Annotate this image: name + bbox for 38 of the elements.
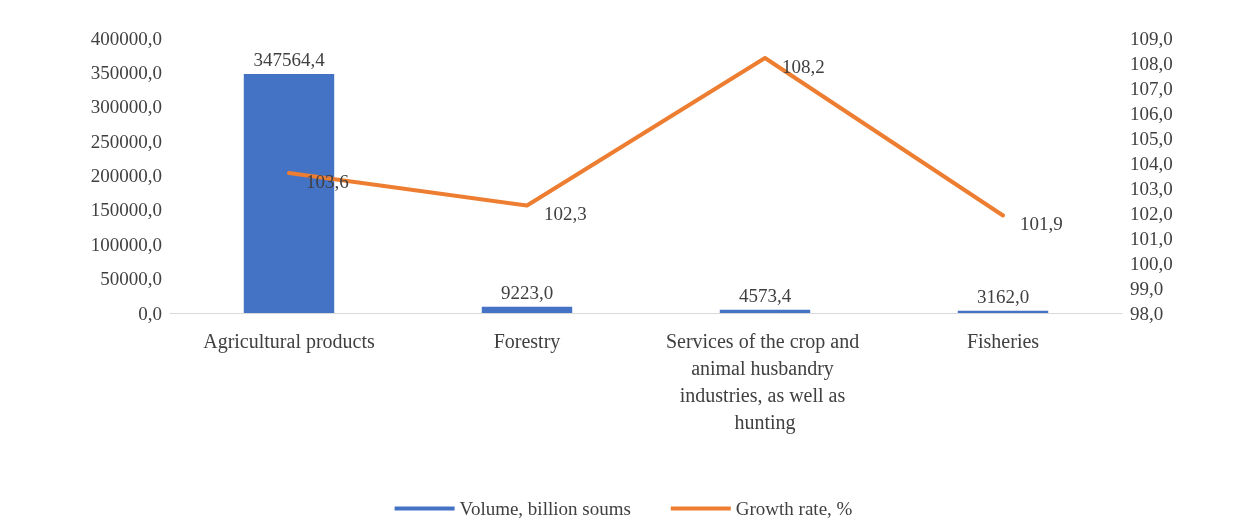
y-tick-label: 50000,0 xyxy=(100,268,162,290)
legend-label: Volume, billion soums xyxy=(459,498,631,519)
x-tick-label: Forestry xyxy=(493,329,561,353)
y2-tick-label: 109,0 xyxy=(1130,27,1173,49)
y-tick-label: 0,0 xyxy=(138,302,162,324)
data-label: 9223,0 xyxy=(500,281,554,303)
y2-tick-label: 99,0 xyxy=(1130,277,1164,299)
data-label: 103,6 xyxy=(306,170,349,192)
y-tick-label: 400000,0 xyxy=(90,27,162,49)
y2-tick-label: 101,0 xyxy=(1130,227,1173,249)
y-tick-label: 100000,0 xyxy=(90,233,162,255)
data-label: 108,2 xyxy=(782,55,825,77)
y2-tick-label: 103,0 xyxy=(1130,177,1173,199)
y2-tick-label: 106,0 xyxy=(1130,102,1173,124)
data-label: 347564,4 xyxy=(253,49,326,71)
y-tick-label: 150000,0 xyxy=(90,199,162,221)
data-label: 102,3 xyxy=(544,203,587,224)
x-tick-label: Fisheries xyxy=(966,329,1040,352)
x-tick-label: Agricultural products xyxy=(203,329,376,353)
y2-tick-label: 98,0 xyxy=(1130,302,1164,324)
legend-label: Growth rate, % xyxy=(735,498,853,519)
y-tick-label: 350000,0 xyxy=(90,61,162,83)
y-tick-label: 300000,0 xyxy=(90,96,162,118)
bar xyxy=(481,306,573,313)
x-tick-label: Services of the crop and animal husbandry industries, as well as hunting xyxy=(665,329,865,434)
bar xyxy=(719,309,811,313)
y2-tick-label: 100,0 xyxy=(1130,252,1173,274)
y2-tick-label: 107,0 xyxy=(1130,77,1173,99)
bar xyxy=(957,310,1049,313)
y2-tick-label: 102,0 xyxy=(1130,202,1173,224)
data-label: 101,9 xyxy=(1020,213,1063,234)
y2-tick-label: 104,0 xyxy=(1130,152,1173,174)
y-tick-label: 250000,0 xyxy=(90,130,162,152)
data-label: 4573,4 xyxy=(738,284,792,306)
data-label: 3162,0 xyxy=(976,285,1030,307)
y-tick-label: 200000,0 xyxy=(90,165,162,186)
y2-tick-label: 105,0 xyxy=(1130,127,1173,149)
y2-tick-label: 108,0 xyxy=(1130,52,1173,74)
